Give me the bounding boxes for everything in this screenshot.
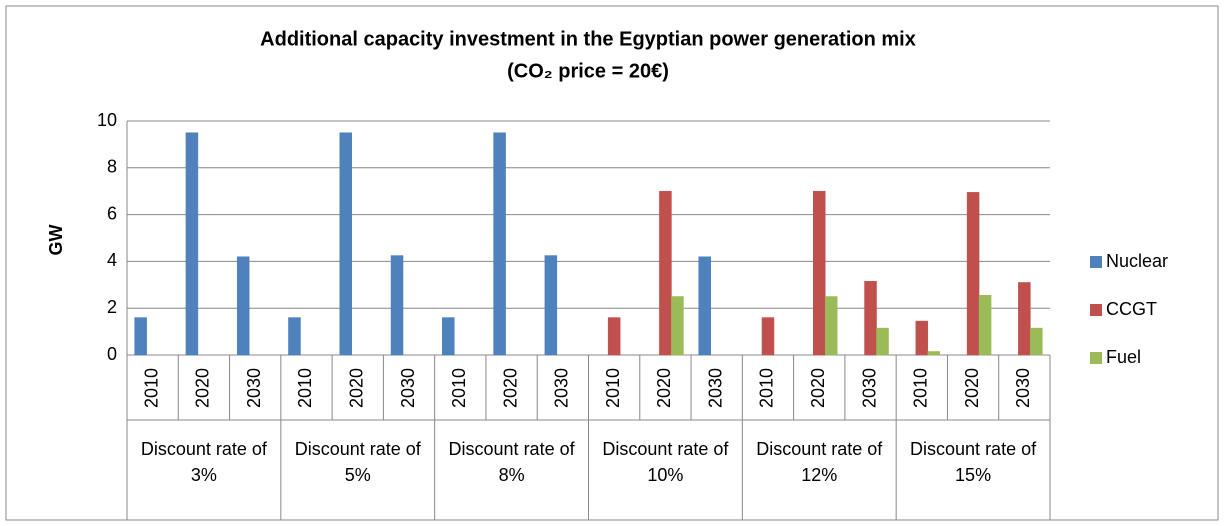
bar [915,320,929,356]
x-tick-label: 2010 [911,368,931,408]
category-group-label: Discount rate of 8% [448,439,575,485]
bar [544,255,558,356]
legend-label: Fuel [1106,347,1141,367]
bar [442,317,455,356]
legend-label: CCGT [1106,299,1157,319]
category-group-label: Discount rate of 12% [756,439,883,485]
chart-frame [5,5,1219,521]
y-tick-label: 0 [107,344,117,364]
bar [966,192,980,356]
x-tick-label: 2010 [757,368,777,408]
category-group-label: Discount rate of 15% [910,439,1037,485]
y-tick-label: 10 [97,110,117,130]
bar [876,327,889,356]
x-tick-label: 2030 [1013,368,1033,408]
legend-swatch [1090,256,1102,268]
x-tick-label: 2010 [603,368,623,408]
x-tick-label: 2010 [295,368,315,408]
category-group-label: Discount rate of 5% [294,439,421,485]
x-tick-label: 2030 [552,368,572,408]
legend-swatch [1090,304,1102,316]
x-tick-label: 2010 [141,368,161,408]
y-tick-label: 2 [107,297,117,317]
x-tick-label: 2030 [859,368,879,408]
bar [659,190,672,356]
y-axis-label: GW [46,224,66,255]
legend-label: Nuclear [1106,251,1168,271]
bar [493,132,506,356]
bar [813,190,826,356]
x-tick-label: 2020 [654,368,674,408]
bar [607,317,621,356]
x-tick-label: 2030 [705,368,725,408]
category-group-label: Discount rate of 10% [602,439,729,485]
bar [185,132,199,356]
category-group-label: Discount rate of 3% [140,439,267,485]
bar [288,317,301,356]
bar [761,317,775,356]
chart-title: (CO₂ price = 20€) [507,60,669,82]
bar [1030,327,1043,356]
x-tick-label: 2020 [193,368,213,408]
x-tick-label: 2010 [449,368,469,408]
bar [339,132,352,356]
bar [1018,282,1031,356]
x-tick-label: 2020 [808,368,828,408]
bar [825,296,838,356]
y-tick-label: 8 [107,157,117,177]
x-tick-label: 2020 [500,368,520,408]
bar [390,255,404,356]
x-tick-label: 2030 [398,368,418,408]
bar [698,256,711,356]
y-tick-label: 6 [107,203,117,223]
y-tick-label: 4 [107,250,117,270]
bar [978,295,992,356]
legend-swatch [1090,352,1102,364]
chart-title: Additional capacity investment in the Eg… [260,28,916,50]
x-tick-label: 2030 [244,368,264,408]
x-tick-label: 2020 [347,368,367,408]
x-tick-label: 2020 [962,368,982,408]
bar [927,351,941,356]
bar [134,317,147,356]
bar [236,256,250,356]
bar [864,281,877,356]
bar [671,296,684,356]
